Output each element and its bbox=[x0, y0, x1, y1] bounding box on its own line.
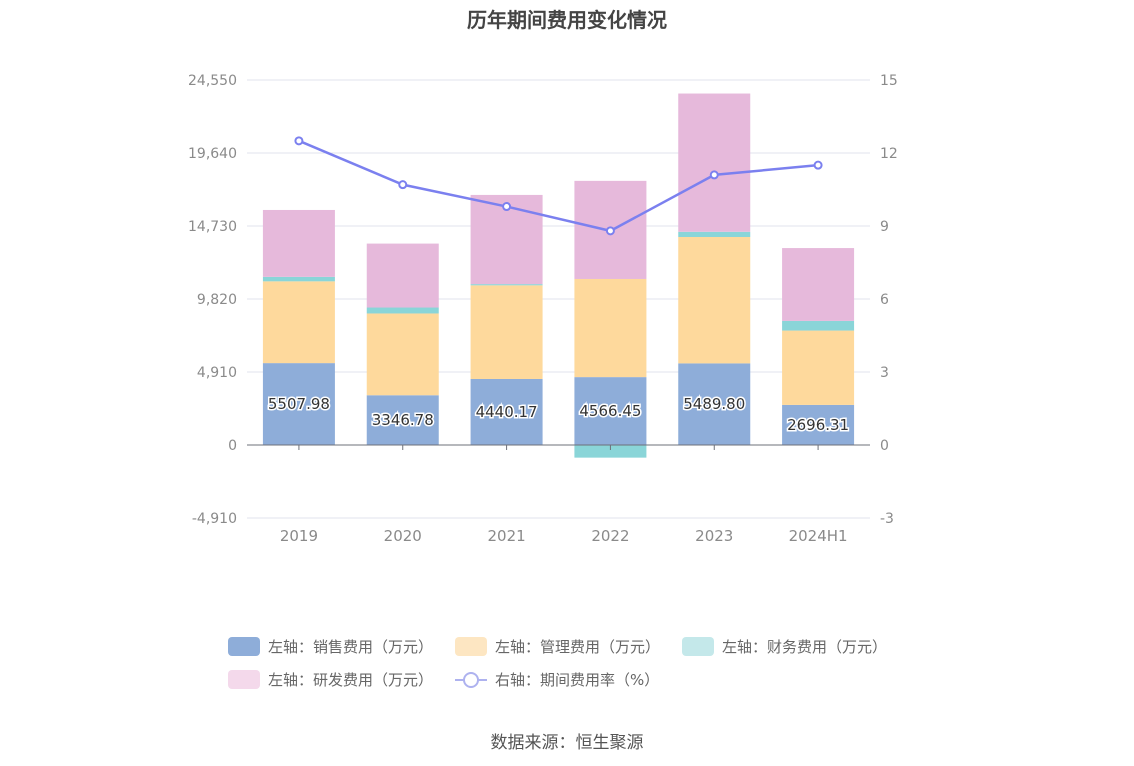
right-tick-label: 0 bbox=[880, 438, 889, 454]
bar-value-label: 2696.31 bbox=[787, 416, 849, 434]
legend-item-admin[interactable]: 左轴：管理费用（万元） bbox=[455, 636, 660, 657]
bar-labels: 5507.98 3346.78 4440.17 4566.45 5489.80 2696.… bbox=[266, 394, 850, 436]
right-axis-ticks: 15 12 9 6 3 0 -3 bbox=[880, 73, 898, 527]
bar-value-label: 5507.98 bbox=[268, 395, 330, 413]
bar-segment-0-2 bbox=[470, 378, 543, 445]
legend: 左轴：销售费用（万元） 左轴：管理费用（万元） 左轴：财务费用（万元） 左轴：研… bbox=[228, 630, 928, 696]
bar-segment-1-5 bbox=[782, 330, 855, 405]
bar-value-label: 4440.17 bbox=[476, 403, 538, 421]
rate-point bbox=[398, 180, 408, 190]
bars bbox=[262, 93, 855, 458]
left-tick-label: 24,550 bbox=[188, 73, 237, 89]
bar-segment-1-4 bbox=[678, 237, 751, 364]
right-tick-label: -3 bbox=[880, 511, 894, 527]
rate-point bbox=[294, 136, 304, 146]
bar-segment-3-1 bbox=[366, 243, 439, 308]
bar-segment-2-1 bbox=[366, 307, 439, 314]
right-tick-label: 15 bbox=[880, 73, 898, 89]
bar-segment-2-3 bbox=[574, 445, 647, 458]
bar-segment-2-5 bbox=[782, 320, 855, 331]
bar-segment-0-4 bbox=[678, 363, 751, 445]
bar-value-label: 4566.45 bbox=[579, 402, 641, 420]
legend-swatch-sales bbox=[228, 637, 260, 656]
left-tick-label: 0 bbox=[228, 438, 237, 454]
right-tick-label: 3 bbox=[880, 365, 889, 381]
bar-segment-1-1 bbox=[366, 313, 439, 396]
bar-segment-3-5 bbox=[782, 248, 855, 321]
left-tick-label: -4,910 bbox=[192, 511, 237, 527]
left-tick-label: 14,730 bbox=[188, 219, 237, 235]
x-tick-label: 2023 bbox=[695, 527, 733, 545]
rate-point bbox=[605, 226, 615, 236]
legend-label-finance: 左轴：财务费用（万元） bbox=[722, 638, 888, 656]
legend-label-rnd: 左轴：研发费用（万元） bbox=[268, 671, 434, 689]
right-tick-label: 6 bbox=[880, 292, 889, 308]
legend-swatch-admin bbox=[455, 637, 488, 656]
bar-segment-3-0 bbox=[262, 209, 335, 277]
left-tick-label: 19,640 bbox=[188, 146, 237, 162]
bar-segment-2-0 bbox=[262, 276, 335, 282]
legend-label-sales: 左轴：销售费用（万元） bbox=[268, 638, 434, 656]
rate-point bbox=[813, 160, 823, 170]
bar-segment-2-4 bbox=[678, 231, 751, 238]
bar-segment-2-2 bbox=[470, 284, 543, 286]
rate-line-path bbox=[298, 139, 819, 233]
x-tick-label: 2020 bbox=[384, 527, 422, 545]
bar-segment-0-1 bbox=[366, 395, 439, 445]
rate-point bbox=[502, 202, 512, 212]
chart-title: 历年期间费用变化情况 bbox=[467, 8, 667, 32]
grid-lines bbox=[247, 79, 870, 519]
x-tick-label: 2024H1 bbox=[789, 527, 848, 545]
x-tick-label: 2022 bbox=[591, 527, 629, 545]
bar-segment-1-2 bbox=[470, 285, 543, 379]
legend-label-admin: 左轴：管理费用（万元） bbox=[495, 638, 661, 656]
bar-segment-0-3 bbox=[574, 377, 647, 445]
legend-item-rate[interactable]: 右轴：期间费用率（%） bbox=[455, 669, 659, 690]
legend-item-finance[interactable]: 左轴：财务费用（万元） bbox=[682, 636, 887, 657]
bar-segment-3-4 bbox=[678, 93, 751, 232]
data-source-note: 数据来源：恒生聚源 bbox=[490, 733, 644, 753]
x-tick-label: 2021 bbox=[487, 527, 525, 545]
bar-segment-0-5 bbox=[782, 404, 855, 445]
left-tick-label: 9,820 bbox=[197, 292, 237, 308]
legend-swatch-rnd bbox=[228, 670, 260, 689]
x-axis bbox=[247, 444, 870, 450]
right-tick-label: 9 bbox=[880, 219, 889, 235]
bar-value-label: 5489.80 bbox=[683, 395, 745, 413]
rate-point bbox=[709, 170, 719, 180]
x-tick-label: 2019 bbox=[280, 527, 318, 545]
x-axis-labels: 2019 2020 2021 2022 2023 2024H1 bbox=[280, 527, 848, 545]
left-axis-ticks: 24,550 19,640 14,730 9,820 4,910 0 -4,910 bbox=[188, 73, 237, 527]
bar-segment-1-0 bbox=[262, 281, 335, 364]
bar-segment-1-3 bbox=[574, 278, 647, 378]
rate-line bbox=[294, 136, 823, 236]
right-tick-label: 12 bbox=[880, 146, 898, 162]
chart-canvas: 24,550 19,640 14,730 9,820 4,910 0 -4,910 15 12… bbox=[188, 73, 898, 545]
left-tick-label: 4,910 bbox=[197, 365, 237, 381]
legend-swatch-finance bbox=[682, 637, 715, 656]
bar-segment-0-0 bbox=[262, 363, 335, 445]
bar-value-label: 3346.78 bbox=[372, 411, 434, 429]
legend-label-rate: 右轴：期间费用率（%） bbox=[495, 671, 660, 689]
legend-swatch-rate bbox=[455, 670, 488, 689]
legend-item-rnd[interactable]: 左轴：研发费用（万元） bbox=[228, 669, 433, 690]
legend-item-sales[interactable]: 左轴：销售费用（万元） bbox=[228, 636, 433, 657]
